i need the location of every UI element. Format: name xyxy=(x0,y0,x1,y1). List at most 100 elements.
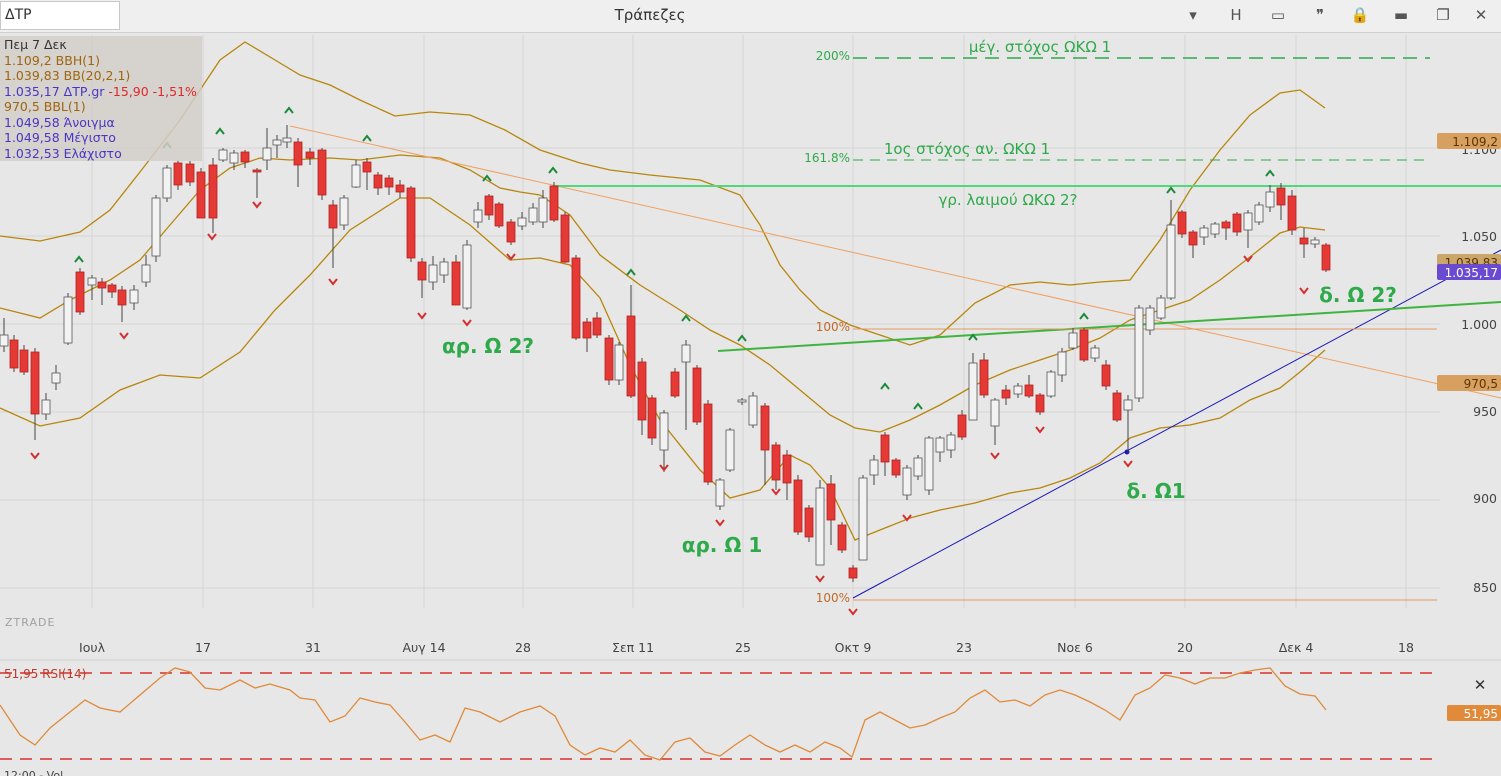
minimize-icon[interactable]: ▬ xyxy=(1393,6,1409,24)
x-tick-label: 25 xyxy=(735,640,751,655)
fractal-down-arrow xyxy=(715,519,725,527)
price-badge-bbl xyxy=(1437,375,1501,391)
fractal-down-arrow xyxy=(1035,426,1045,434)
price-chart[interactable]: μέγ. στόχος ΩΚΩ 1 1ος στόχος αν. ΩΚΩ 1 γρ.… xyxy=(0,33,1501,776)
candle-down xyxy=(305,151,315,159)
candle-down xyxy=(1177,211,1187,235)
close-icon[interactable]: ✕ xyxy=(1474,6,1488,24)
symbol-input[interactable]: ΔΤΡ xyxy=(0,1,120,30)
candle-up xyxy=(272,139,282,146)
candle-up xyxy=(462,244,472,309)
rsi-line xyxy=(0,667,1327,761)
fractal-up-arrow xyxy=(74,255,84,263)
candle-down xyxy=(107,284,117,293)
candle-up xyxy=(935,437,945,453)
candle-down xyxy=(592,317,602,336)
price-badge-label-bbh: 1.109,2 xyxy=(1452,135,1498,149)
annotation-label: 1ος στόχος αν. ΩΚΩ 1 xyxy=(884,140,1050,158)
candle-down xyxy=(670,371,680,397)
candle-down xyxy=(1024,384,1034,397)
fractal-up-arrow xyxy=(362,134,372,142)
candle-down xyxy=(196,171,206,219)
candle-down xyxy=(793,479,803,533)
legend-change: -15,90 -1,51% xyxy=(108,83,197,99)
candle-up xyxy=(1243,212,1253,231)
legend-bbl: 970,5 BBL(1) xyxy=(4,99,86,114)
candle-down xyxy=(252,169,262,173)
x-tick-label: Οκτ 9 xyxy=(835,640,872,655)
candle-down xyxy=(30,351,40,415)
candle-down xyxy=(804,507,814,538)
candle-down xyxy=(417,261,427,281)
x-tick-label: Δεκ 4 xyxy=(1279,640,1314,655)
candle-up xyxy=(1068,332,1078,349)
fractal-down-arrow xyxy=(1299,287,1309,295)
chart-toolbar: ΔΤΡ Τράπεζες ▾ Η ▭ ❞ 🔒 ▬ ❐ ✕ xyxy=(0,0,1501,33)
candle-down xyxy=(848,567,858,579)
resistance-trendline xyxy=(289,125,1501,399)
candle-down xyxy=(208,164,218,219)
fib-level-label: 161.8% xyxy=(804,151,850,165)
fractal-down-arrow xyxy=(771,488,781,496)
x-tick-label: 31 xyxy=(305,640,321,655)
candle-up xyxy=(1254,204,1264,223)
candle-up xyxy=(614,344,624,381)
candle-up xyxy=(473,209,483,223)
lock-icon[interactable]: 🔒 xyxy=(1350,6,1370,24)
y-tick-label: 1.000 xyxy=(1461,317,1497,332)
candle-down xyxy=(75,271,85,313)
candle-down xyxy=(317,149,327,196)
candle-down xyxy=(19,349,29,373)
fractal-down-arrow xyxy=(328,278,338,286)
panel-icon[interactable]: ▭ xyxy=(1270,6,1286,24)
candle-down xyxy=(384,177,394,188)
period-button[interactable]: Η xyxy=(1230,6,1242,24)
candle-down xyxy=(692,367,702,423)
candle-down xyxy=(560,214,570,263)
legend-box: Πεμ 7 Δεκ 1.109,2 BBH(1) 1.039,83 BB(20,… xyxy=(0,36,202,161)
candle-up xyxy=(1046,371,1056,397)
fib-level-label: 100% xyxy=(816,591,850,605)
close-icon[interactable]: ✕ xyxy=(1474,676,1487,694)
legend-open: 1.049,58 Άνοιγμα xyxy=(4,114,115,130)
annotation-label: γρ. λαιμού ΩΚΩ 2? xyxy=(939,191,1078,209)
candle-up xyxy=(162,167,172,199)
candle-down xyxy=(185,163,195,183)
x-tick-label: 18 xyxy=(1398,640,1414,655)
chevron-down-icon[interactable]: ▾ xyxy=(1189,6,1197,24)
candle-down xyxy=(979,359,989,396)
candle-up xyxy=(528,207,538,223)
candle-down xyxy=(117,289,127,306)
fractal-down-arrow xyxy=(902,514,912,522)
legend-bb: 1.039,83 BB(20,2,1) xyxy=(4,68,131,83)
candle-down xyxy=(782,454,792,484)
candle-down xyxy=(771,444,781,481)
candle-up xyxy=(87,277,97,286)
sector-title: Τράπεζες xyxy=(614,6,686,24)
candle-down xyxy=(826,483,836,521)
x-tick-label: Ιουλ xyxy=(79,640,106,655)
fractal-down-arrow xyxy=(207,233,217,241)
candle-down xyxy=(582,321,592,339)
restore-icon[interactable]: ❐ xyxy=(1436,6,1450,24)
candle-down xyxy=(891,459,901,476)
candle-down xyxy=(1079,329,1089,361)
candle-up xyxy=(1145,307,1155,331)
candle-up xyxy=(946,434,956,451)
candle-down xyxy=(173,162,183,186)
fractal-down-arrow xyxy=(252,201,262,209)
fractal-down-arrow xyxy=(1123,460,1133,468)
axes: Ιουλ 17 31 Αυγ 14 28 Σεπ 11 25 Οκτ 9 23 Νοε 6 20 Δε… xyxy=(79,133,1501,655)
fractal-down-arrow xyxy=(30,452,40,460)
candle-up xyxy=(1156,297,1166,319)
candle-down xyxy=(362,161,372,173)
fractal-down-arrow xyxy=(506,253,516,261)
quote-icon[interactable]: ❞ xyxy=(1315,6,1325,24)
candle-up xyxy=(913,457,923,477)
candle-up xyxy=(129,289,139,304)
candle-down xyxy=(1232,213,1242,233)
x-tick-label: 23 xyxy=(956,640,972,655)
fractal-down-arrow xyxy=(990,452,1000,460)
rsi-badge-label: 51,95 xyxy=(1464,707,1498,721)
legend-date: Πεμ 7 Δεκ xyxy=(4,37,67,52)
